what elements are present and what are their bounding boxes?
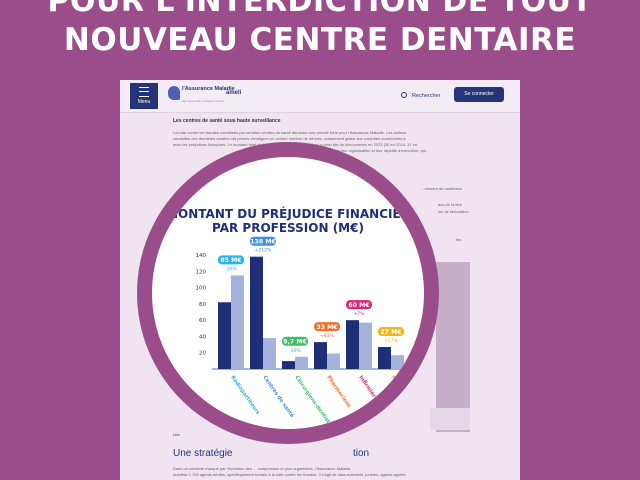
bar-previous: [231, 275, 244, 369]
headline-line-1: POUR L'INTERDICTION DE TOUT: [47, 0, 593, 19]
hamburger-icon: [139, 87, 149, 97]
value-badge-label: 60 M€: [348, 302, 369, 309]
bar-current: [378, 347, 391, 369]
value-badge-label: 138 M€: [250, 238, 276, 245]
bar-current: [250, 256, 263, 369]
bar-current: [314, 342, 327, 369]
value-badge: [346, 300, 372, 310]
paragraph-line: mobilise 1 700 agents dédiés, spécifique…: [173, 472, 406, 477]
section-heading-start: Une stratégie: [173, 448, 233, 459]
paragraph-line: conduites ces dernières années ont permi…: [173, 136, 406, 141]
assurance-maladie-logo[interactable]: [168, 86, 180, 100]
change-label: +7%: [354, 311, 366, 317]
headline-line-2: NOUVEAU CENTRE DENTAIRE: [63, 22, 577, 58]
value-badge-label: 33 M€: [316, 324, 337, 331]
bar-previous: [295, 356, 308, 369]
paragraph-line: les: [456, 237, 462, 242]
value-badge: [218, 255, 244, 265]
change-label: +57%: [384, 338, 398, 344]
paragraph-line: aux de la titre: [438, 202, 463, 207]
read-more-link[interactable]: Lire: [173, 432, 180, 437]
logo-tagline: agir ensemble, protéger chacun: [182, 99, 225, 103]
y-tick-label: 140: [196, 253, 207, 259]
value-badge: [282, 336, 308, 346]
section-heading: Une stratégie tion: [173, 448, 369, 459]
bar-previous: [391, 355, 404, 369]
bar-previous: [327, 353, 340, 369]
article-heading: Les centres de santé sous haute surveill…: [173, 118, 281, 124]
paragraph-line: contrôle de leur organisation et leur ra…: [320, 148, 426, 153]
paragraph-line: La lutte contre les fraudes commises par…: [173, 130, 407, 135]
menu-label: Menu: [137, 99, 151, 105]
background-chart-edge: [436, 262, 470, 432]
site-name[interactable]: ameli: [226, 90, 242, 96]
search-link[interactable]: Rechercher: [401, 92, 440, 99]
change-label: +212%: [255, 248, 272, 254]
section-heading-end: tion: [353, 448, 370, 459]
prejudice-chart: MONTANT DU PRÉJUDICE FINANCIER PAR PROFE…: [166, 206, 424, 429]
category-label: Radiopartiteurs: [229, 375, 260, 416]
change-label: +83%: [320, 333, 334, 339]
bar-previous: [359, 322, 372, 369]
search-icon: [401, 92, 407, 98]
bar-current: [218, 302, 231, 369]
site-header: Menu l'Assurance Maladie agir ensemble, …: [120, 80, 520, 113]
value-badge: [314, 322, 340, 332]
y-tick-label: 40: [199, 334, 206, 340]
category-label: Centres de santé: [261, 374, 296, 419]
value-badge: [250, 236, 276, 246]
bar-current: [346, 320, 359, 369]
y-tick-label: 120: [196, 269, 207, 275]
value-badge-label: 85 M€: [220, 257, 241, 264]
y-tick-label: 20: [199, 351, 206, 357]
logo-name: l'Assurance Maladie: [182, 86, 235, 92]
paragraph-line: Dans un contexte marqué par l'évolution …: [173, 466, 351, 471]
y-tick-label: 80: [199, 302, 206, 308]
value-badge: [378, 327, 404, 337]
chart-title-line-1: MONTANT DU PRÉJUDICE FINANCIER: [166, 206, 410, 221]
chart-title-line-2: PAR PROFESSION (M€): [212, 221, 364, 235]
change-label: -26%: [225, 266, 237, 272]
y-tick-label: 100: [196, 286, 207, 292]
value-badge-label: 9,7 M€: [283, 339, 307, 346]
y-tick-label: 60: [199, 318, 206, 324]
bar-current: [282, 361, 295, 369]
chart-zoom-disc: MONTANT DU PRÉJUDICE FINANCIER PAR PROFE…: [152, 157, 424, 429]
menu-button[interactable]: Menu: [130, 83, 158, 109]
category-label: Chirurgiens-dentistes: [293, 375, 334, 429]
bar-previous: [263, 338, 276, 369]
change-label: -30%: [289, 348, 301, 354]
value-badge-label: 27 M€: [380, 329, 401, 336]
category-label: Pharmaciens: [325, 375, 351, 409]
connect-button[interactable]: Se connecter: [454, 87, 504, 102]
paragraph-line: ... nement de nombreux: [420, 186, 463, 191]
paragraph-line: ion de facturation: [438, 209, 469, 214]
search-label: Rechercher: [412, 93, 441, 99]
background-chart-edge: [430, 408, 470, 430]
